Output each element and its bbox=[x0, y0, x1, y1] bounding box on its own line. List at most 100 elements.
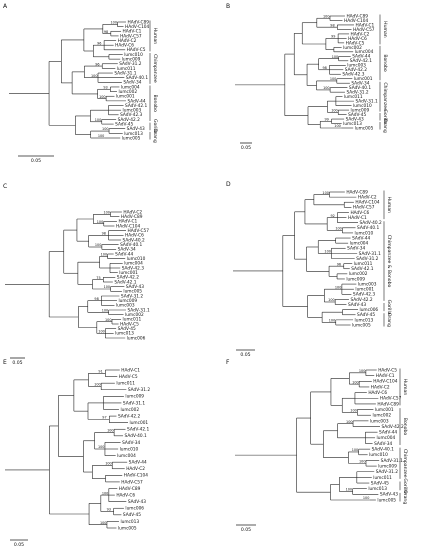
leaf-label: SAdV-43 bbox=[348, 302, 366, 308]
bootstrap-value: 100 bbox=[111, 21, 117, 25]
leaf-label: HAdV-C57 bbox=[120, 33, 142, 39]
leaf-label: SAdV-42.3 bbox=[120, 112, 142, 118]
leaf-label: SAdV-44 bbox=[352, 54, 370, 60]
leaf-label: SAdV-31.2 bbox=[346, 90, 368, 96]
group-label: Gorilla bbox=[152, 119, 158, 134]
leaf-label: SAdV-40.1 bbox=[120, 242, 142, 248]
leaf-label: SAdV-34 bbox=[351, 81, 369, 87]
leaf-label: lumc013 bbox=[343, 121, 362, 127]
bootstrap-value: 100 bbox=[324, 250, 330, 254]
leaf-label: lumc003 bbox=[123, 108, 142, 114]
leaf-label: SAdV-45 bbox=[118, 326, 136, 332]
bootstrap-value: 100 bbox=[331, 109, 337, 113]
leaf-label: lumc002 bbox=[118, 89, 137, 95]
bootstrap-value: 100 bbox=[334, 124, 340, 128]
leaf-label: SAdV-42.2 bbox=[117, 275, 139, 281]
leaf-label: HAdV-C1 bbox=[356, 22, 375, 28]
bootstrap-value: 100 bbox=[95, 243, 101, 247]
leaf-label: HAdV-C6 bbox=[116, 492, 135, 498]
leaf-label: HAdV-C57 bbox=[380, 396, 402, 402]
leaf-label: SAdV-42.1 bbox=[125, 103, 147, 109]
bootstrap-value: 100 bbox=[329, 319, 335, 323]
leaf-label: SAdV-31.1 bbox=[356, 99, 378, 105]
group-label: Orang bbox=[152, 129, 158, 143]
leaf-label: lumc001 bbox=[354, 76, 373, 82]
leaf-label: lumc002 bbox=[125, 312, 144, 318]
leaf-label: lumc009 bbox=[351, 107, 370, 113]
panel-letter: C bbox=[3, 183, 7, 190]
leaf-label: HAdV-C1 bbox=[348, 215, 367, 221]
leaf-label: lumc013 bbox=[120, 519, 139, 525]
leaf-label: HAdV-C1 bbox=[118, 219, 137, 225]
group-label: Orang bbox=[402, 490, 408, 504]
scale-label: 0.05 bbox=[241, 145, 251, 151]
bootstrap-value: 98 bbox=[104, 30, 108, 34]
panel-letter: D bbox=[226, 181, 231, 188]
bootstrap-value: 100 bbox=[352, 380, 358, 384]
bootstrap-value: 100 bbox=[97, 220, 103, 224]
leaf-label: SAdV-44 bbox=[379, 430, 397, 436]
leaf-label: SAdV-42.1 bbox=[114, 279, 136, 285]
leaf-label: SAdV-40.1 bbox=[372, 447, 394, 453]
panel-letter: E bbox=[3, 359, 7, 366]
leaf-label: HAdV-C6 bbox=[350, 210, 369, 216]
group-label: Orang bbox=[386, 313, 392, 327]
panel-letter: F bbox=[226, 359, 230, 366]
leaf-label: HAdV-C2 bbox=[126, 466, 145, 472]
leaf-label: lumc009 bbox=[378, 463, 397, 469]
leaf-label: lumc010 bbox=[369, 452, 388, 458]
leaf-label: lumc002 bbox=[343, 45, 362, 51]
leaf-label: HAdV-C5 bbox=[120, 321, 139, 327]
leaf-label: lumc005 bbox=[377, 497, 396, 503]
bootstrap-value: 100 bbox=[323, 86, 329, 90]
leaf-label: lumc010 bbox=[124, 52, 143, 58]
leaf-label: lumc009 bbox=[346, 276, 365, 282]
leaf-label: HAdV-C104 bbox=[124, 473, 149, 479]
group-label: Bonobo bbox=[402, 418, 408, 436]
bootstrap-value: 75 bbox=[96, 276, 100, 280]
scale-label: 0.05 bbox=[12, 360, 22, 366]
group-label: Bonobo bbox=[152, 94, 158, 112]
bootstrap-value: 93 bbox=[107, 508, 111, 512]
leaf-label: SAdV-42.2 bbox=[350, 297, 372, 303]
leaf-label: SAdV-31.1 bbox=[114, 70, 136, 76]
leaf-label: SAdV-42.1 bbox=[127, 427, 149, 433]
bootstrap-value: 100 bbox=[101, 253, 107, 257]
leaf-label: lumc005 bbox=[122, 135, 141, 141]
leaf-label: HAdV-C6 bbox=[125, 233, 144, 239]
leaf-label: lumc004 bbox=[355, 49, 374, 55]
leaf-label: SAdV-34 bbox=[347, 246, 365, 252]
leaf-label: HAdV-C104 bbox=[373, 379, 398, 385]
bootstrap-value: 100 bbox=[323, 14, 329, 18]
group-label: Human bbox=[402, 379, 408, 396]
leaf-label: HAdV-C57 bbox=[353, 27, 375, 33]
leaf-label: lumc006 bbox=[127, 335, 146, 341]
scale-label: 0.05 bbox=[31, 158, 41, 164]
bootstrap-value: 100 bbox=[98, 330, 104, 334]
bootstrap-value: 100 bbox=[99, 95, 105, 99]
leaf-label: SAdV-40.1 bbox=[349, 85, 371, 91]
bootstrap-value: 100 bbox=[328, 298, 334, 302]
leaf-label: HAdV-C2 bbox=[351, 31, 370, 37]
bootstrap-value: 99 bbox=[325, 117, 329, 121]
leaf-label: SAdV-31.2 bbox=[128, 387, 150, 393]
bootstrap-value: 92 bbox=[331, 214, 335, 218]
leaf-label: HAdV-C104 bbox=[116, 223, 141, 229]
bootstrap-value: 100 bbox=[107, 429, 113, 433]
leaf-label: SAdV-31.1 bbox=[381, 458, 403, 464]
leaf-label: lumc001 bbox=[119, 270, 138, 276]
leaf-label: HAdV-C89 bbox=[377, 401, 399, 407]
leaf-label: lumc004 bbox=[350, 241, 369, 247]
bootstrap-value: 100 bbox=[332, 55, 338, 59]
leaf-label: SAdV-45 bbox=[123, 512, 141, 518]
bootstrap-value: 100 bbox=[346, 488, 352, 492]
leaf-label: SAdV-43 bbox=[380, 492, 398, 498]
leaf-label: SAdV-42.3 bbox=[353, 292, 375, 298]
leaf-label: lumc013 bbox=[368, 486, 387, 492]
leaf-label: SAdV-31.1 bbox=[123, 400, 145, 406]
bootstrap-value: 100 bbox=[94, 383, 100, 387]
leaf-label: HAdV-C89 bbox=[121, 214, 143, 220]
group-label: Human bbox=[382, 21, 388, 38]
leaf-label: lumc009 bbox=[118, 298, 137, 304]
leaf-label: lumc013 bbox=[124, 131, 143, 137]
